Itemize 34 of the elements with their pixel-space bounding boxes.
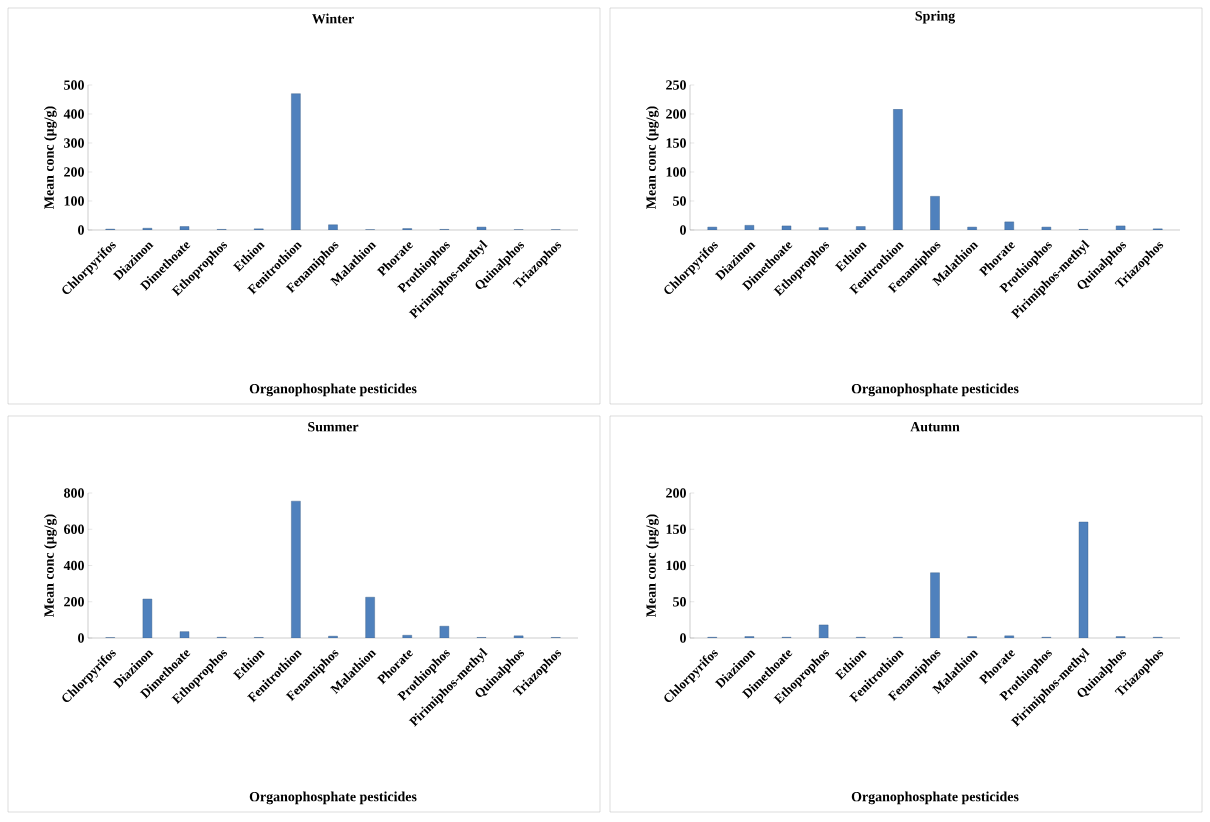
y-tick-label: 400: [63, 109, 84, 119]
y-tick-label: 50: [673, 196, 686, 206]
y-tick-label: 100: [64, 196, 84, 206]
y-axis-title: Mean conc (µg/g): [43, 514, 57, 617]
y-tick-label: 600: [64, 524, 84, 534]
y-tick-label: 0: [78, 225, 84, 235]
x-axis-title: Organophosphate pesticides: [249, 791, 417, 805]
x-axis-title: Organophosphate pesticides: [249, 383, 417, 397]
y-axis-title: Mean conc (µg/g): [645, 514, 659, 617]
y-axis-title: Mean conc (µg/g): [645, 106, 659, 209]
y-tick-label: 100: [666, 560, 686, 571]
x-axis-title: Organophosphate pesticides: [851, 383, 1019, 397]
y-tick-label: 250: [666, 80, 686, 90]
chart-title: Summer: [308, 422, 359, 432]
chart-title: Winter: [312, 13, 354, 24]
y-tick-label: 150: [666, 524, 686, 534]
y-tick-label: 300: [64, 138, 84, 148]
y-tick-label: 100: [666, 167, 686, 177]
y-tick-label: 200: [666, 488, 686, 498]
y-tick-label: 200: [666, 109, 686, 119]
chart-title: Spring: [915, 10, 956, 24]
y-tick-label: 150: [666, 138, 686, 148]
y-tick-label: 200: [64, 167, 84, 177]
x-axis-title: Organophosphate pesticides: [851, 791, 1019, 805]
y-tick-label: 800: [64, 488, 84, 498]
y-tick-label: 500: [64, 80, 84, 90]
y-axis-title: Mean conc (µg/g): [43, 106, 57, 209]
y-tick-label: 200: [64, 597, 84, 607]
chart-title: Autumn: [910, 422, 960, 432]
y-tick-label: 0: [78, 633, 84, 643]
y-tick-label: 50: [673, 597, 686, 607]
y-tick-label: 400: [63, 560, 84, 571]
y-tick-label: 0: [680, 225, 686, 235]
y-tick-label: 0: [680, 633, 686, 643]
